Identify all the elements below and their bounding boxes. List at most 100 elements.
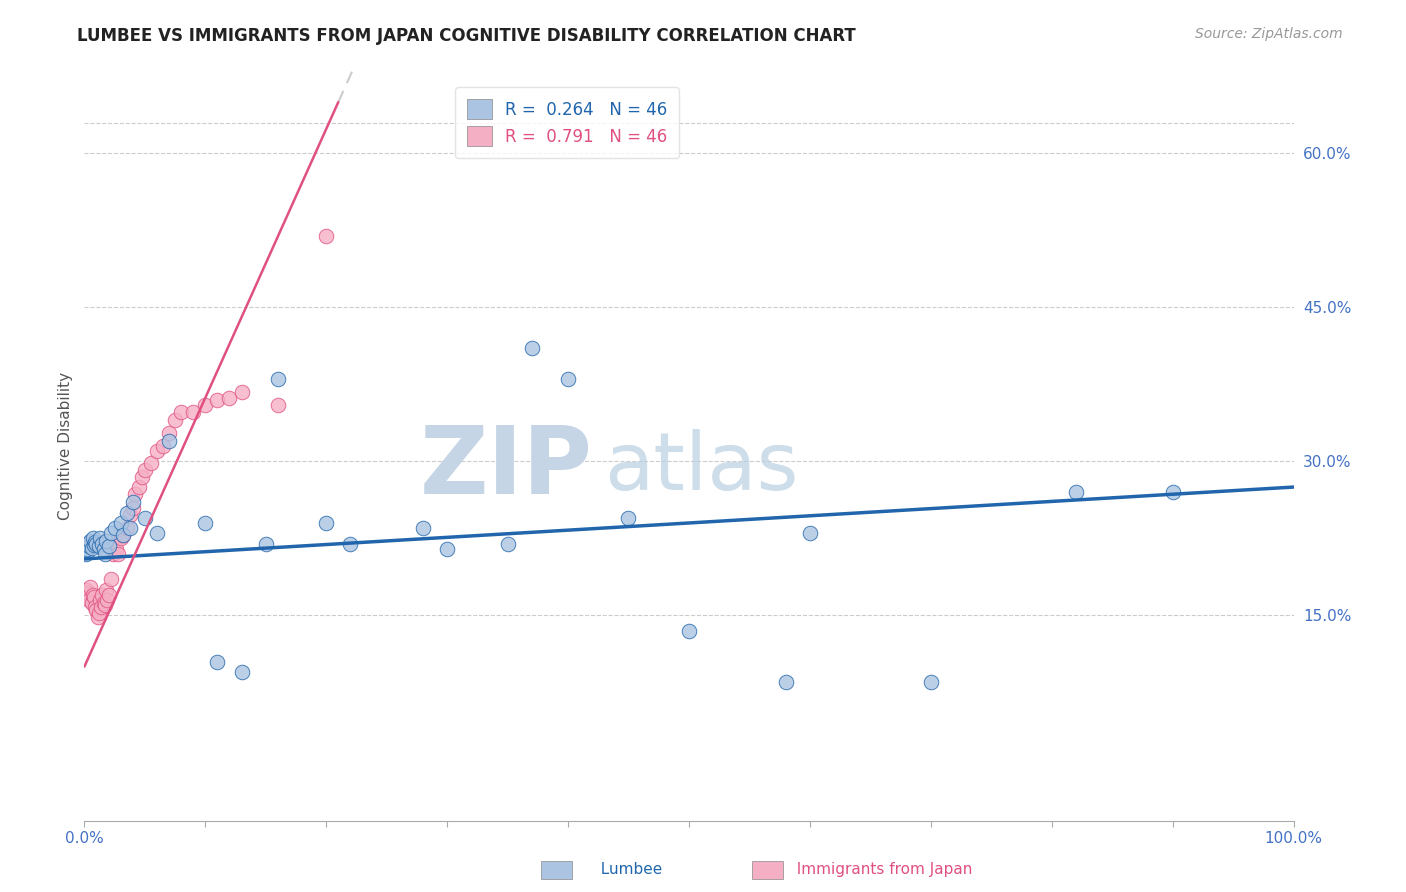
Point bbox=[120, 521, 142, 535]
Point bbox=[79, 580, 101, 594]
Point bbox=[91, 588, 114, 602]
Point bbox=[678, 624, 700, 638]
Point bbox=[315, 228, 337, 243]
Point bbox=[100, 526, 122, 541]
Point bbox=[96, 593, 118, 607]
Point bbox=[254, 536, 277, 550]
Legend: R =  0.264   N = 46, R =  0.791   N = 46: R = 0.264 N = 46, R = 0.791 N = 46 bbox=[456, 87, 679, 158]
Text: Lumbee: Lumbee bbox=[591, 863, 662, 877]
Point bbox=[94, 534, 117, 549]
Point bbox=[267, 398, 290, 412]
Point bbox=[339, 536, 361, 550]
Point bbox=[157, 434, 180, 448]
Point bbox=[165, 413, 187, 427]
Point bbox=[79, 534, 101, 549]
Point bbox=[93, 596, 115, 610]
Point bbox=[194, 516, 217, 530]
Point bbox=[124, 487, 146, 501]
Point bbox=[87, 607, 110, 621]
Point bbox=[146, 526, 169, 541]
Point bbox=[84, 600, 107, 615]
Point bbox=[83, 537, 105, 551]
Point bbox=[231, 384, 253, 399]
Point bbox=[134, 511, 156, 525]
Point bbox=[157, 425, 180, 440]
Text: Immigrants from Japan: Immigrants from Japan bbox=[787, 863, 973, 877]
Text: LUMBEE VS IMMIGRANTS FROM JAPAN COGNITIVE DISABILITY CORRELATION CHART: LUMBEE VS IMMIGRANTS FROM JAPAN COGNITIV… bbox=[77, 27, 856, 45]
Point bbox=[89, 532, 111, 546]
Point bbox=[86, 536, 108, 550]
Point bbox=[91, 536, 114, 550]
Point bbox=[97, 539, 120, 553]
Point bbox=[90, 600, 112, 615]
Point bbox=[115, 506, 138, 520]
Point bbox=[557, 372, 579, 386]
Point bbox=[76, 541, 98, 556]
Point bbox=[1161, 485, 1184, 500]
Point bbox=[799, 526, 821, 541]
Point bbox=[77, 586, 100, 600]
Point bbox=[115, 521, 138, 535]
Point bbox=[110, 516, 132, 530]
Point bbox=[496, 536, 519, 550]
Point bbox=[94, 598, 117, 612]
Point bbox=[112, 528, 135, 542]
Point bbox=[181, 405, 204, 419]
Point bbox=[104, 541, 127, 556]
Point bbox=[93, 541, 115, 556]
Point bbox=[218, 391, 240, 405]
Point bbox=[77, 539, 100, 553]
Point bbox=[77, 593, 100, 607]
Point bbox=[520, 342, 543, 356]
Point bbox=[112, 528, 135, 542]
Point bbox=[86, 610, 108, 624]
Point bbox=[110, 532, 132, 546]
Point bbox=[412, 521, 434, 535]
Point bbox=[170, 405, 193, 419]
Point bbox=[80, 596, 103, 610]
Y-axis label: Cognitive Disability: Cognitive Disability bbox=[58, 372, 73, 520]
Point bbox=[84, 535, 107, 549]
Point bbox=[920, 675, 942, 690]
Text: atlas: atlas bbox=[605, 429, 799, 508]
Point bbox=[89, 593, 111, 607]
Point bbox=[121, 495, 143, 509]
Text: ZIP: ZIP bbox=[419, 423, 592, 515]
Point bbox=[120, 508, 142, 522]
Point bbox=[77, 536, 100, 550]
Point bbox=[1064, 485, 1087, 500]
Point bbox=[82, 588, 104, 602]
Point bbox=[94, 582, 117, 597]
Point bbox=[121, 500, 143, 515]
Point bbox=[100, 573, 122, 587]
Point bbox=[267, 372, 290, 386]
Point bbox=[131, 470, 153, 484]
Point bbox=[87, 539, 110, 553]
Point bbox=[80, 541, 103, 555]
Point bbox=[76, 590, 98, 604]
Point bbox=[104, 521, 127, 535]
Point bbox=[86, 603, 108, 617]
Point bbox=[194, 398, 217, 412]
Point bbox=[231, 665, 253, 679]
Point bbox=[103, 547, 125, 561]
Point bbox=[83, 590, 105, 604]
Point bbox=[436, 541, 458, 556]
Point bbox=[617, 511, 640, 525]
Point bbox=[207, 392, 229, 407]
Point bbox=[128, 480, 150, 494]
Point bbox=[207, 655, 229, 669]
Point bbox=[775, 675, 797, 690]
Point bbox=[75, 582, 97, 597]
Point bbox=[107, 547, 129, 561]
Text: Source: ZipAtlas.com: Source: ZipAtlas.com bbox=[1195, 27, 1343, 41]
Point bbox=[146, 444, 169, 458]
Point bbox=[139, 457, 162, 471]
Point bbox=[82, 532, 104, 546]
Point bbox=[75, 547, 97, 561]
Point bbox=[152, 439, 174, 453]
Point bbox=[315, 516, 337, 530]
Point bbox=[97, 588, 120, 602]
Point bbox=[94, 547, 117, 561]
Point bbox=[134, 462, 156, 476]
